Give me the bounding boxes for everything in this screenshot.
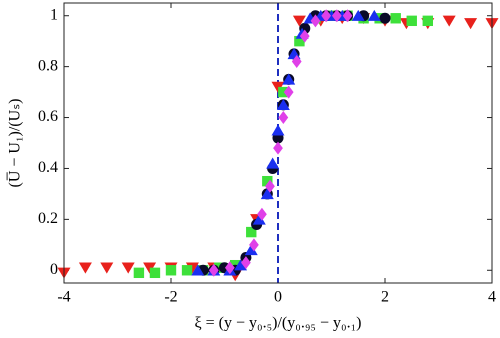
point xyxy=(246,226,257,238)
point xyxy=(342,9,353,23)
x-tick-label: -2 xyxy=(164,289,177,306)
point xyxy=(252,213,266,225)
point xyxy=(294,35,305,47)
point xyxy=(422,15,433,27)
x-tick-label: 4 xyxy=(488,289,496,306)
point xyxy=(351,9,365,21)
x-axis-label: ξ = (y − y₀.₅)/(y₀.₉₅ − y₀.₁) xyxy=(194,315,361,332)
point xyxy=(262,175,273,187)
point xyxy=(331,9,342,23)
point xyxy=(292,15,306,27)
y-tick-label: 0.6 xyxy=(38,108,58,125)
point xyxy=(165,265,177,276)
point xyxy=(299,29,310,43)
point xyxy=(278,86,289,98)
point xyxy=(310,14,321,28)
point xyxy=(191,264,205,276)
point xyxy=(271,81,285,93)
x-tick-label: 0 xyxy=(274,289,282,306)
point xyxy=(143,262,157,274)
point xyxy=(367,9,381,21)
plot-frame xyxy=(63,2,493,284)
point xyxy=(100,262,114,274)
point xyxy=(78,262,92,274)
point xyxy=(257,207,267,221)
x-tick-label: -4 xyxy=(57,289,70,306)
point xyxy=(241,256,251,270)
point xyxy=(149,267,161,279)
point xyxy=(208,263,219,277)
point xyxy=(321,9,332,23)
point xyxy=(291,55,302,69)
point xyxy=(249,238,259,252)
y-tick-label: 1 xyxy=(50,6,58,23)
y-axis-label: (U̅ − U₁)/(Uₛ) xyxy=(6,99,24,188)
point xyxy=(266,157,280,169)
point xyxy=(265,179,275,193)
point xyxy=(181,265,193,276)
point xyxy=(442,15,456,27)
x-tick-label: 2 xyxy=(381,289,389,306)
point xyxy=(282,73,296,85)
y-tick-label: 0.8 xyxy=(38,57,58,74)
point xyxy=(278,111,289,125)
point xyxy=(283,85,294,99)
point xyxy=(271,124,285,136)
point xyxy=(244,244,258,256)
point xyxy=(390,13,401,24)
point xyxy=(260,188,274,200)
y-tick-label: 0 xyxy=(50,261,58,278)
point xyxy=(464,18,478,30)
point xyxy=(121,262,135,274)
point xyxy=(379,12,391,24)
y-tick-label: 0.2 xyxy=(38,210,58,227)
point xyxy=(406,15,417,27)
point xyxy=(234,259,248,271)
point xyxy=(273,141,283,155)
point xyxy=(133,267,145,279)
point xyxy=(276,98,290,111)
y-tick-label: 0.4 xyxy=(38,159,58,176)
point xyxy=(224,261,235,275)
